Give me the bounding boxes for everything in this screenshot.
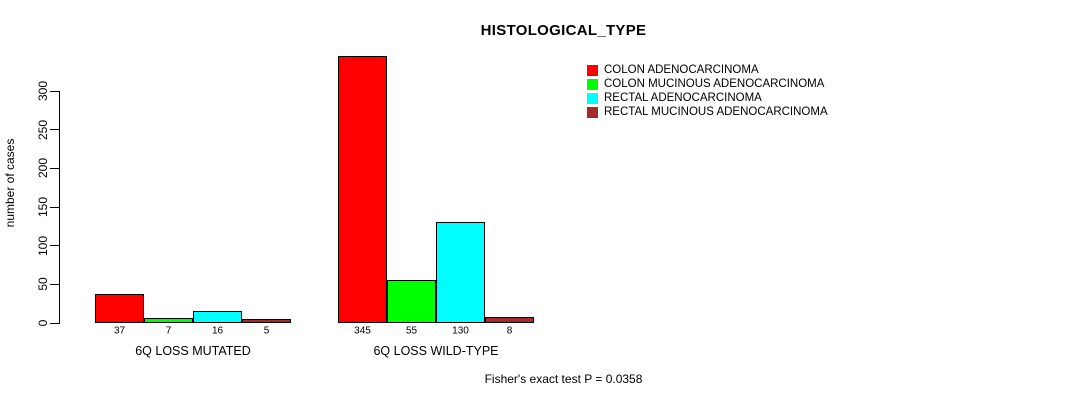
x-category-label: 6Q LOSS MUTATED — [135, 343, 251, 358]
y-axis-tick — [50, 283, 59, 285]
bar — [144, 318, 193, 323]
bar — [242, 319, 291, 323]
y-axis-line — [59, 91, 60, 324]
fisher-test-annotation: Fisher's exact test P = 0.0358 — [484, 372, 643, 386]
bar — [95, 294, 144, 323]
y-axis-tick — [50, 129, 59, 131]
legend-item: COLON MUCINOUS ADENOCARCINOMA — [587, 77, 828, 91]
x-category-label: 6Q LOSS WILD-TYPE — [373, 343, 499, 358]
legend-item: RECTAL ADENOCARCINOMA — [587, 91, 828, 105]
y-axis-tick — [50, 167, 59, 169]
legend-swatch — [587, 78, 598, 90]
bar-value-label: 7 — [165, 325, 172, 337]
bar-value-label: 8 — [506, 325, 513, 337]
legend-swatch — [587, 106, 598, 118]
legend-label: COLON ADENOCARCINOMA — [604, 64, 759, 76]
y-tick-label: 150 — [36, 196, 50, 218]
bar-value-label: 5 — [263, 325, 270, 337]
y-tick-label: 0 — [36, 319, 50, 327]
chart-title: HISTOLOGICAL_TYPE — [480, 22, 647, 39]
y-axis-tick — [50, 322, 59, 324]
y-axis-tick — [50, 245, 59, 247]
bar-value-label: 16 — [211, 325, 224, 337]
legend: COLON ADENOCARCINOMA COLON MUCINOUS ADENO… — [587, 63, 828, 119]
bar — [436, 222, 485, 323]
legend-label: COLON MUCINOUS ADENOCARCINOMA — [604, 78, 825, 90]
bar — [193, 311, 242, 323]
y-axis-tick — [50, 206, 59, 208]
y-tick-label: 50 — [36, 277, 50, 292]
legend-label: RECTAL MUCINOUS ADENOCARCINOMA — [604, 106, 828, 118]
y-axis-title: number of cases — [3, 138, 17, 228]
legend-item: RECTAL MUCINOUS ADENOCARCINOMA — [587, 105, 828, 119]
legend-swatch — [587, 92, 598, 104]
bar-value-label: 55 — [405, 325, 418, 337]
bar — [387, 280, 436, 323]
y-tick-label: 300 — [36, 80, 50, 102]
y-tick-label: 250 — [36, 119, 50, 140]
legend-item: COLON ADENOCARCINOMA — [587, 63, 828, 77]
bar-value-label: 130 — [452, 325, 469, 337]
bar-value-label: 37 — [113, 325, 126, 337]
bar — [485, 317, 534, 323]
y-axis-tick — [50, 90, 59, 92]
legend-label: RECTAL ADENOCARCINOMA — [604, 92, 762, 104]
bar-value-label: 345 — [354, 325, 371, 337]
legend-swatch — [587, 64, 598, 76]
y-tick-label: 200 — [36, 158, 50, 179]
y-tick-label: 100 — [36, 235, 50, 256]
bar — [338, 56, 387, 323]
